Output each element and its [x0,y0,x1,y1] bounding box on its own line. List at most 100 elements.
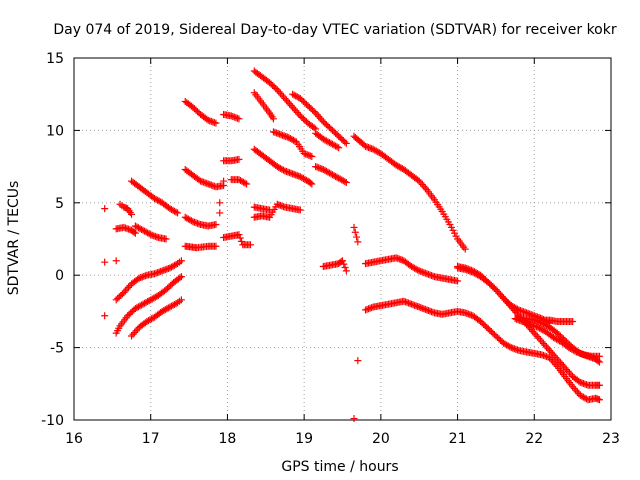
data-point [101,205,109,213]
data-point [279,93,287,101]
data-point [543,343,551,351]
y-tick-label: 0 [55,268,64,284]
data-point [276,89,284,97]
series-arc-lower [362,297,603,404]
data-point [544,345,552,353]
series-track-p [250,67,320,133]
data-point [310,124,318,132]
data-point [350,415,358,423]
series-track-y [350,223,362,423]
data-point [236,234,244,242]
series-track-l [181,242,220,252]
data-point [282,96,290,104]
data-point [595,381,603,389]
data-point [307,179,315,187]
data-point [353,233,361,241]
data-point [177,257,185,265]
series-track-u [289,90,350,147]
data-point [318,116,326,124]
series-track-e [131,222,170,243]
data-point [461,245,469,253]
data-point [339,257,346,265]
grid [74,58,611,420]
chart-title: Day 074 of 2019, Sidereal Day-to-day VTE… [53,22,616,38]
data-point [341,263,349,271]
data-point [354,238,362,246]
data-point [539,340,547,348]
x-tick-label: 19 [295,431,313,447]
data-point [310,108,318,116]
data-point [101,312,109,320]
data-point [128,332,136,340]
data-point [235,231,243,239]
data-point [275,88,283,96]
series-track-v [312,129,343,152]
data-point [341,138,349,146]
plot-frame [73,57,612,421]
data-point [287,101,295,109]
x-tick-label: 21 [449,431,467,447]
data-point [292,107,300,115]
series-track-a [101,205,109,320]
data-point [595,396,603,404]
data-point [418,181,426,189]
data-point [162,235,170,243]
data-point [354,357,362,365]
data-point [220,177,228,185]
y-tick-label: 15 [46,51,64,67]
series-track-n [220,155,251,188]
data-point [216,209,224,217]
data-point [286,100,294,108]
data-point [243,180,251,188]
data-point [145,230,153,238]
data-point [421,184,429,192]
series-track-x [319,257,350,275]
data-point [495,289,503,297]
data-point [279,166,287,174]
data-point [246,241,254,249]
data-point [564,367,572,375]
data-point [536,336,544,344]
data-point [295,110,303,118]
data-point [128,210,136,218]
data-point [176,274,184,282]
data-point [595,352,603,360]
data-point [414,266,422,274]
series-track-i [181,97,220,127]
data-point [350,223,358,231]
series-track-q [250,89,277,123]
data-point [235,115,243,123]
y-tick-label: 10 [46,123,64,139]
data-point [132,327,140,335]
data-point [272,84,280,92]
data-point [212,242,220,250]
data-point [291,137,299,145]
data-point [284,98,292,106]
y-tick-label: -5 [50,341,64,357]
data-point [341,178,349,186]
series-track-s [250,200,304,221]
series-track-f [112,257,185,304]
data-point [129,330,137,338]
data-point [313,111,321,119]
data-point [497,291,505,299]
data-point [538,338,546,346]
series-arc-top [350,132,469,253]
data-point [333,143,341,151]
data-point [118,290,126,298]
data-point [493,287,501,295]
x-tick-label: 22 [525,431,543,447]
data-point [174,209,182,217]
data-point [535,334,543,342]
data-point [549,350,557,358]
data-point [454,277,462,285]
data-point [101,258,109,266]
data-point [315,112,323,120]
data-point [172,208,180,216]
y-tick-label: 5 [55,196,64,212]
series-track-c [112,223,139,237]
data-point [498,293,506,301]
x-tick-label: 23 [602,431,620,447]
data-point [131,329,139,337]
data-point [532,331,540,339]
